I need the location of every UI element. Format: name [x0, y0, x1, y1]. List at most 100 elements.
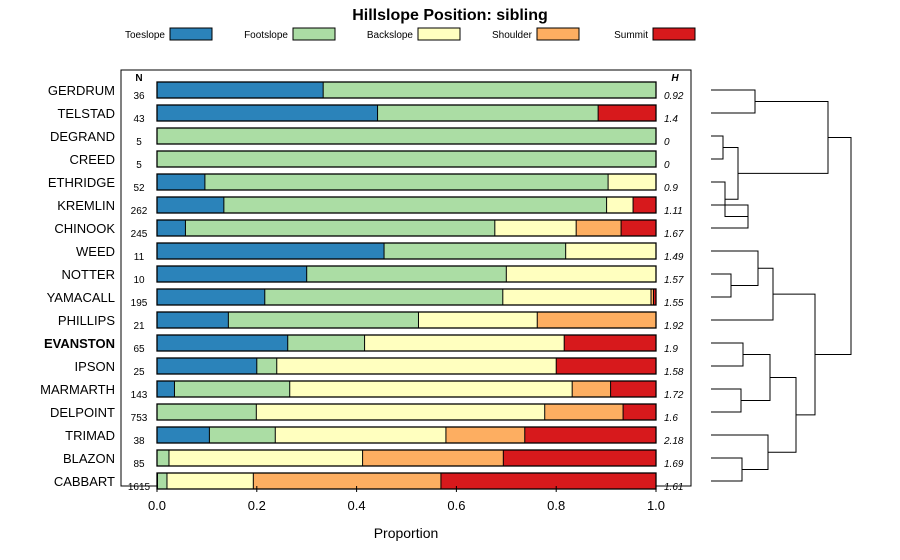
bar-segment-toeslope: [157, 266, 307, 282]
h-value: 1.57: [664, 275, 684, 286]
bar-segment-summit: [623, 404, 656, 420]
legend-swatch-summit: [652, 27, 696, 41]
n-value: 195: [131, 298, 148, 309]
h-value: 1.55: [664, 298, 684, 309]
n-value: 85: [133, 459, 145, 470]
bar-segment-footslope: [306, 266, 507, 282]
legend-label-backslope: Backslope: [367, 30, 414, 41]
bar-segment-toeslope: [157, 381, 175, 397]
legend-swatch-footslope: [292, 27, 336, 41]
bar-segment-shoulder: [576, 220, 622, 236]
legend-label-shoulder: Shoulder: [492, 30, 533, 41]
h-column-header: H: [671, 73, 679, 84]
bar-outline: [156, 357, 657, 375]
category-label: DEGRAND: [50, 129, 115, 144]
bar-segment-toeslope: [157, 427, 210, 443]
row-evanston: EVANSTON 65 1.9: [44, 334, 678, 355]
bar-segment-footslope: [157, 473, 167, 489]
n-value: 36: [133, 91, 145, 102]
h-value: 0: [664, 160, 670, 171]
n-value: 143: [131, 390, 148, 401]
bar-segment-backslope: [494, 220, 577, 236]
h-value: 2.18: [663, 436, 684, 447]
h-value: 1.61: [664, 482, 683, 493]
row-phillips: PHILLIPS 21 1.92: [58, 311, 684, 332]
bar-segment-backslope: [606, 197, 634, 213]
bar-outline: [156, 173, 657, 191]
n-value: 5: [136, 137, 142, 148]
bar-segment-toeslope: [157, 358, 257, 374]
bar-outline: [156, 81, 657, 99]
bar-segment-backslope: [608, 174, 656, 190]
row-trimad: TRIMAD 38 2.18: [65, 426, 684, 447]
bar-segment-footslope: [223, 197, 607, 213]
bar-segment-backslope: [565, 243, 657, 259]
n-value: 1615: [128, 482, 151, 493]
row-weed: WEED 11 1.49: [76, 242, 684, 263]
bar-segment-footslope: [204, 174, 609, 190]
h-value: 0.9: [664, 183, 678, 194]
category-label: KREMLIN: [57, 198, 115, 213]
legend-swatch-shoulder: [536, 27, 580, 41]
bar-segment-backslope: [256, 404, 545, 420]
bar-segment-footslope: [174, 381, 290, 397]
bar-segment-toeslope: [157, 243, 385, 259]
category-label: WEED: [76, 244, 115, 259]
bar-segment-summit: [598, 105, 656, 121]
legend-label-footslope: Footslope: [244, 30, 288, 41]
bar-segment-summit: [524, 427, 656, 443]
x-tick-label: 0.2: [248, 498, 266, 513]
x-tick-label: 0.4: [348, 498, 366, 513]
x-tick-label: 0.8: [547, 498, 565, 513]
chart-title: Hillslope Position: sibling: [352, 7, 548, 24]
row-degrand: DEGRAND 5 0: [50, 127, 670, 148]
h-value: 1.92: [664, 321, 684, 332]
bar-segment-shoulder: [362, 450, 504, 466]
legend-label-toeslope: Toeslope: [125, 30, 165, 41]
bar-segment-footslope: [157, 151, 656, 167]
row-creed: CREED 5 0: [69, 150, 670, 171]
bar-segment-footslope: [264, 289, 503, 305]
bar-segment-toeslope: [157, 105, 378, 121]
h-value: 1.49: [664, 252, 684, 263]
bar-segment-shoulder: [537, 312, 656, 328]
x-axis: 0.0 0.2 0.4 0.6 0.8 1.0: [148, 486, 665, 513]
bar-segment-backslope: [168, 450, 363, 466]
bar-segment-shoulder: [253, 473, 441, 489]
h-value: 1.72: [664, 390, 684, 401]
bar-outline: [156, 426, 657, 444]
category-label: GERDRUM: [48, 83, 115, 98]
row-ethridge: ETHRIDGE 52 0.9: [48, 173, 678, 194]
n-value: 25: [133, 367, 145, 378]
x-axis-label: Proportion: [374, 525, 439, 541]
bar-segment-toeslope: [157, 82, 324, 98]
category-label: IPSON: [75, 359, 115, 374]
bar-segment-footslope: [256, 358, 277, 374]
h-value: 1.58: [664, 367, 684, 378]
bar-segment-summit: [633, 197, 656, 213]
dendrogram-link: [773, 293, 816, 416]
dendrogram-link: [711, 89, 756, 114]
bar-segment-summit: [556, 358, 656, 374]
bar-outline: [156, 219, 657, 237]
row-cabbart: CABBART 1615 1.61: [54, 472, 683, 493]
x-tick-label: 1.0: [647, 498, 665, 513]
dendrogram-link: [741, 354, 771, 401]
bar-segment-footslope: [377, 105, 599, 121]
row-yamacall: YAMACALL 195 1.55: [47, 288, 684, 309]
category-label: TRIMAD: [65, 428, 115, 443]
bar-segment-footslope: [384, 243, 566, 259]
bar-outline: [156, 380, 657, 398]
bar-segment-footslope: [157, 128, 656, 144]
row-gerdrum: GERDRUM 36 0.92: [48, 81, 684, 102]
row-ipson: IPSON 25 1.58: [75, 357, 684, 378]
bar-outline: [156, 311, 657, 329]
n-value: 245: [131, 229, 148, 240]
dendrogram-link: [711, 434, 769, 470]
dendrogram-link: [711, 273, 732, 298]
h-value: 1.11: [664, 206, 683, 217]
category-label: TELSTAD: [57, 106, 115, 121]
n-value: 5: [136, 160, 142, 171]
dendrogram-link: [711, 267, 774, 321]
legend-label-summit: Summit: [614, 30, 648, 41]
